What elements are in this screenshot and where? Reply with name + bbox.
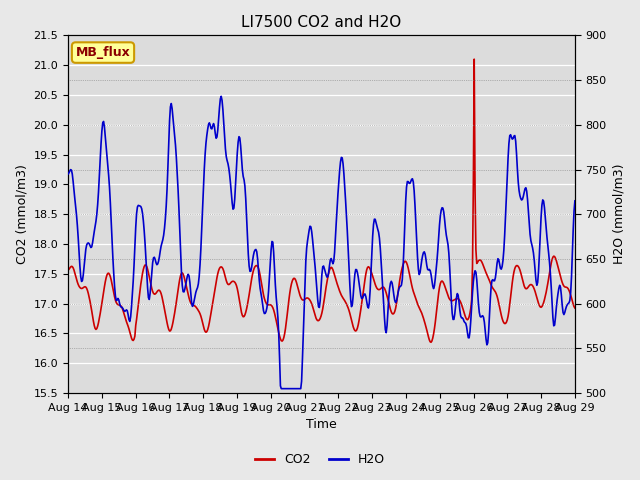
Text: MB_flux: MB_flux <box>76 46 131 59</box>
Legend: CO2, H2O: CO2, H2O <box>250 448 390 471</box>
Y-axis label: CO2 (mmol/m3): CO2 (mmol/m3) <box>15 164 28 264</box>
X-axis label: Time: Time <box>306 419 337 432</box>
Title: LI7500 CO2 and H2O: LI7500 CO2 and H2O <box>241 15 401 30</box>
Y-axis label: H2O (mmol/m3): H2O (mmol/m3) <box>612 164 625 264</box>
